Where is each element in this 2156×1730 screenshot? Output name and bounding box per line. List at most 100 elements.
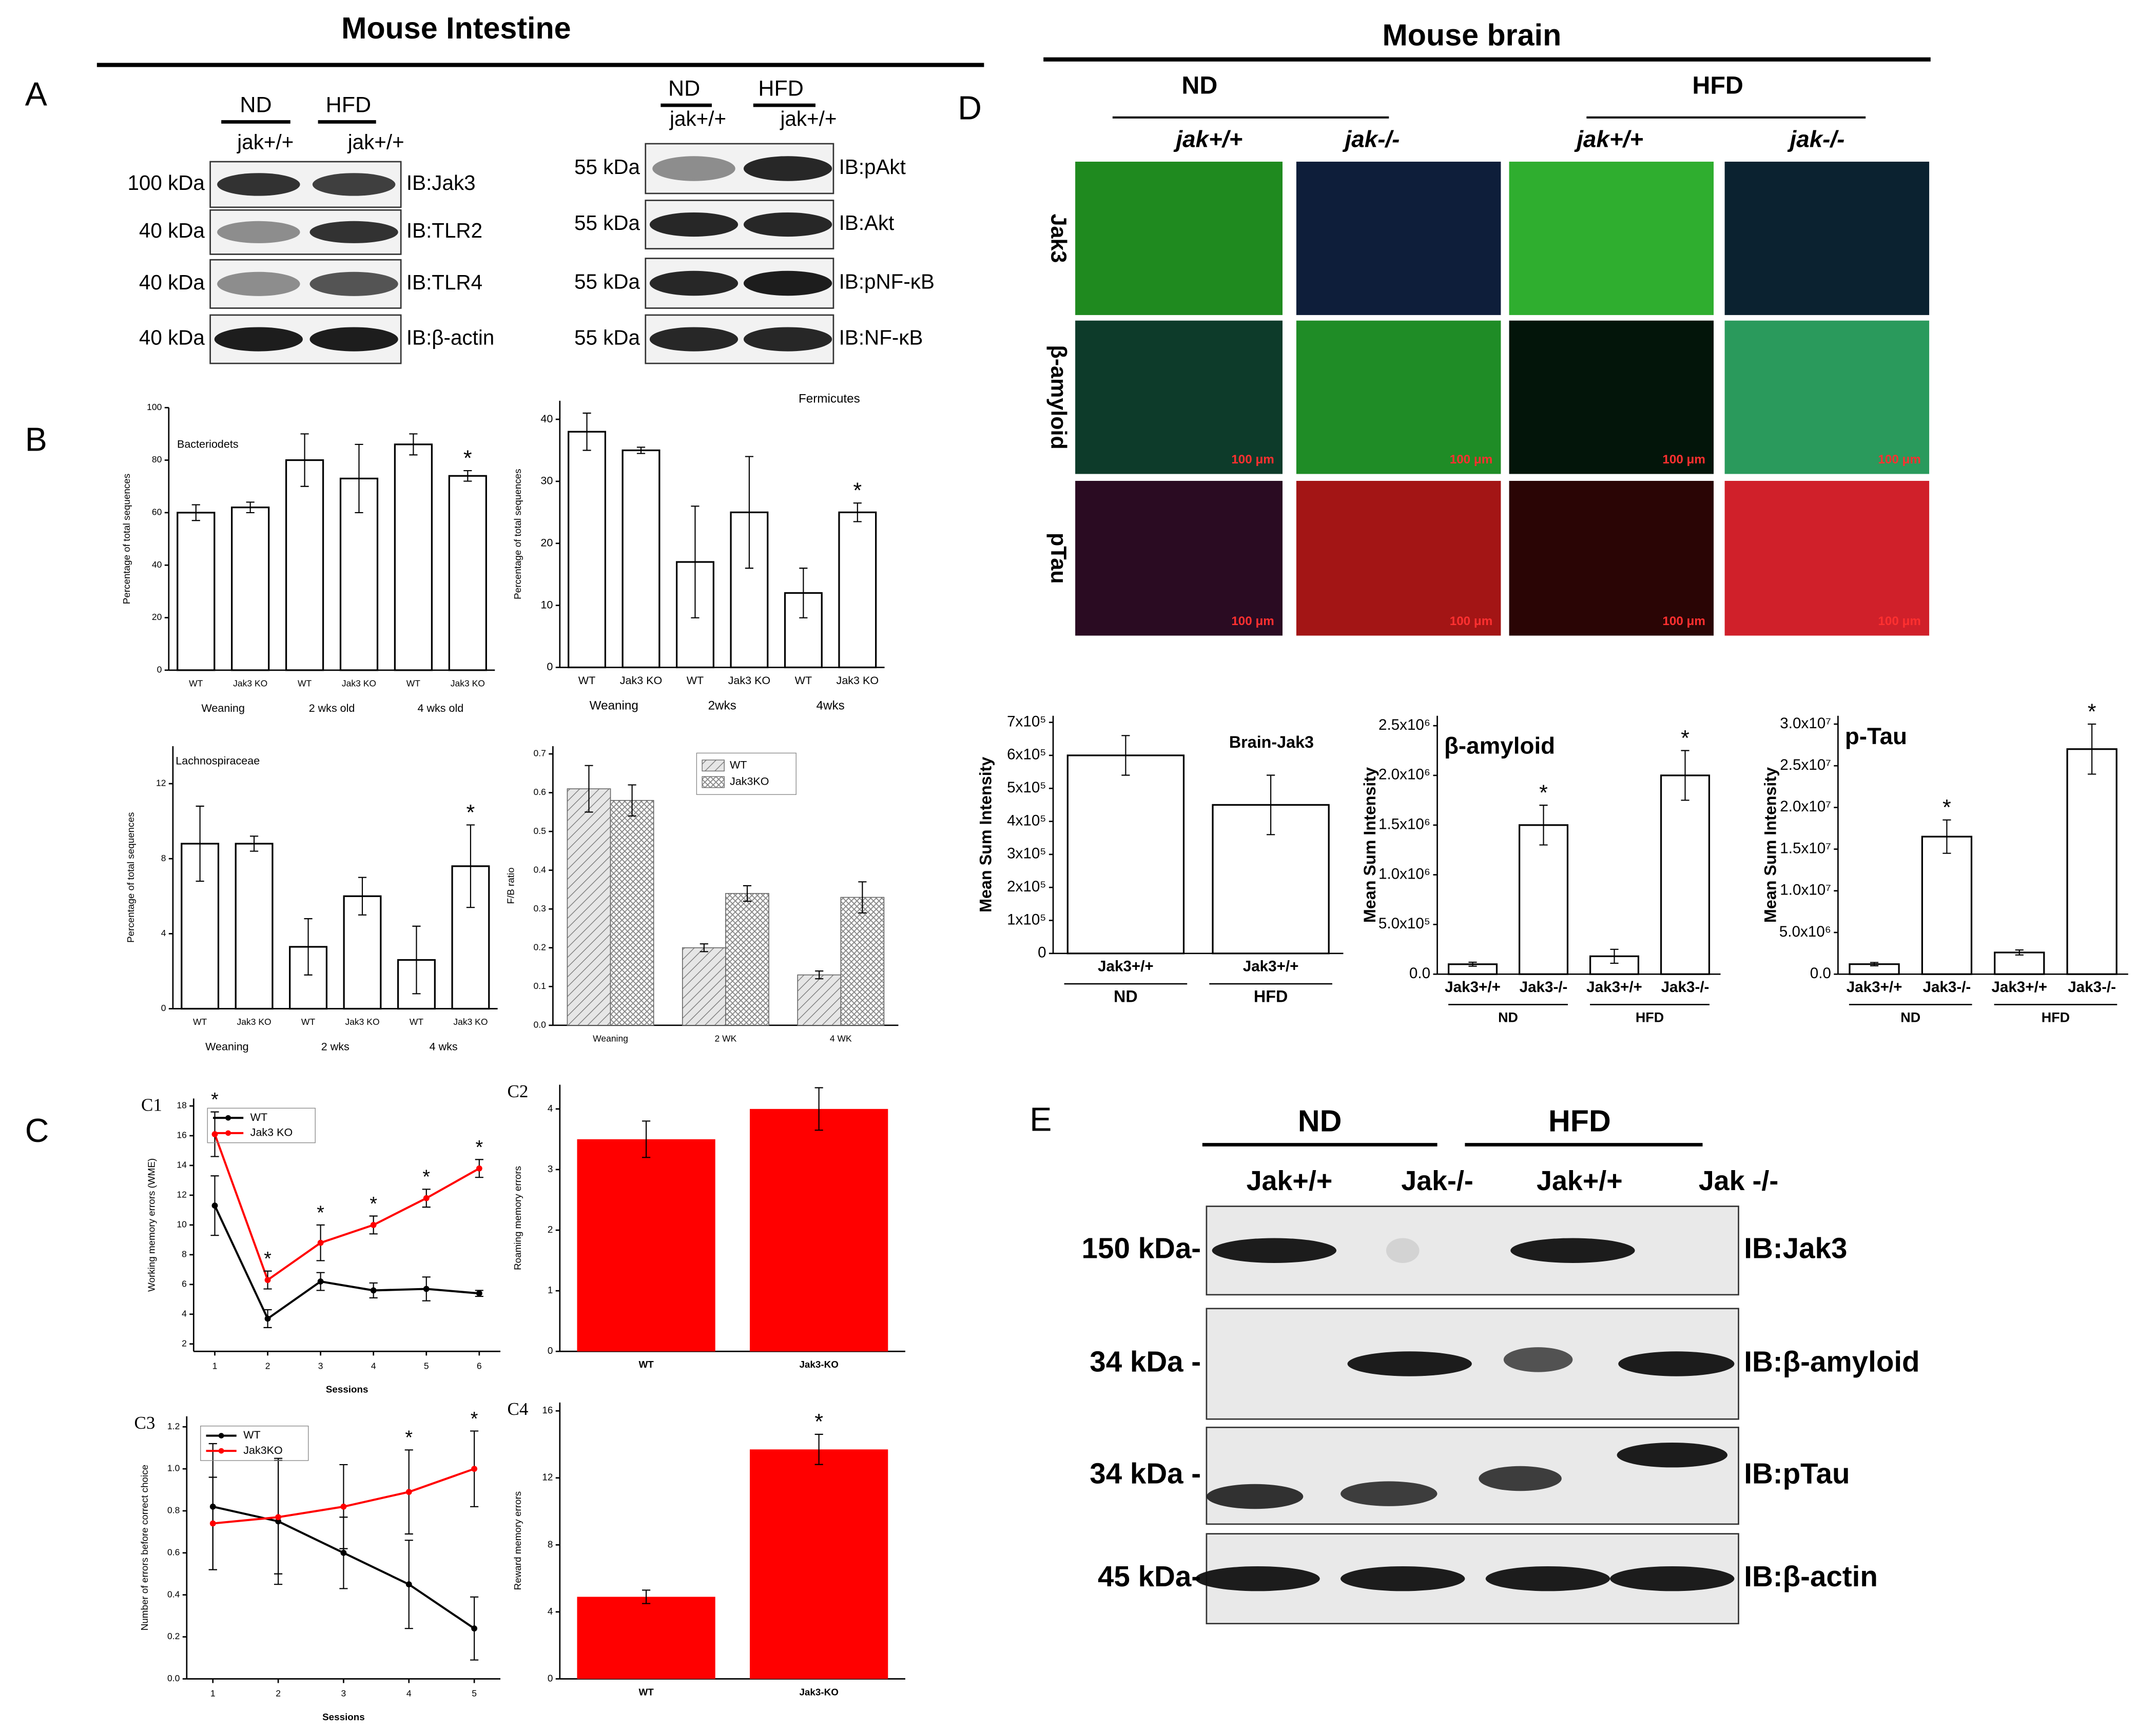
significance-star: * — [1681, 726, 1689, 750]
blot-band — [309, 221, 398, 243]
significance-star: * — [370, 1193, 377, 1214]
blot-band — [312, 173, 396, 196]
y-tick-label: 2 — [548, 1224, 553, 1235]
micrograph — [1296, 320, 1501, 474]
x-tick-label: Jak3-/- — [1661, 979, 1710, 996]
error-bar — [814, 1087, 823, 1131]
group-label: 4wks — [817, 698, 845, 712]
y-tick-label: 4x10⁵ — [1007, 812, 1046, 829]
legend-label: WT — [243, 1429, 260, 1441]
group-label: HFD — [1254, 987, 1288, 1006]
lane-label: jak+/+ — [669, 107, 726, 130]
y-axis-label: Mean Sum Intensity — [976, 757, 995, 912]
y-tick-label: 1.0 — [167, 1463, 180, 1473]
y-tick-label: 8 — [161, 853, 166, 863]
y-tick-label: 0.5 — [534, 826, 546, 836]
significance-star: * — [463, 446, 472, 471]
x-tick-label: 1 — [210, 1688, 216, 1699]
bar — [1994, 951, 2045, 975]
point — [370, 1221, 377, 1228]
scale-bar-label: 100 μm — [1662, 614, 1705, 628]
bar — [750, 1109, 888, 1352]
bar — [1066, 754, 1185, 955]
marker-label: 45 kDa- — [1098, 1560, 1201, 1592]
group-label: 2 wks old — [309, 702, 355, 714]
panel-letter: C — [25, 1112, 49, 1149]
scale-bar-label: 100 μm — [1878, 614, 1921, 628]
significance-star: * — [471, 1408, 478, 1429]
blot-band — [1341, 1481, 1438, 1506]
x-tick-label: 2 WK — [715, 1033, 737, 1043]
blot-band — [1386, 1238, 1420, 1263]
significance-star: * — [211, 1088, 219, 1110]
blot-band — [217, 271, 300, 296]
error-bar — [815, 970, 824, 980]
panel-label: C3 — [134, 1413, 156, 1433]
point — [471, 1466, 478, 1472]
legend-label: WT — [730, 759, 747, 771]
x-tick-label: WT — [638, 1686, 654, 1697]
y-tick-label: 18 — [177, 1100, 186, 1111]
micrograph — [1075, 320, 1283, 474]
lane-label: jak+/+ — [347, 130, 404, 154]
scale-bar-label: 100 μm — [1450, 453, 1493, 466]
bar — [2066, 748, 2118, 975]
error-bar — [1943, 819, 1951, 854]
point — [275, 1514, 282, 1521]
micrograph — [1075, 480, 1283, 636]
bar — [567, 788, 611, 1026]
x-tick-label: WT — [301, 1017, 316, 1027]
y-tick-label: 14 — [177, 1160, 187, 1170]
error-bar — [191, 504, 200, 521]
y-tick-label: 0.3 — [534, 903, 546, 913]
bar — [725, 893, 769, 1026]
bar — [621, 449, 661, 669]
panel-letter: B — [25, 421, 47, 458]
marker-label: 150 kDa- — [1082, 1232, 1201, 1265]
legend-swatch — [702, 776, 725, 788]
blot-band — [1479, 1466, 1562, 1491]
error-bar — [1267, 774, 1275, 835]
y-tick-label: 0 — [548, 1673, 553, 1683]
blot-band — [743, 156, 832, 181]
error-bar — [246, 501, 255, 513]
significance-star: * — [1943, 795, 1951, 820]
panel-letter: A — [25, 76, 47, 113]
lane-label: jak+/+ — [780, 107, 837, 130]
y-tick-label: 3.0x10⁷ — [1780, 715, 1831, 732]
error-bar — [466, 824, 475, 908]
y-axis-label: Percentage of total sequences — [125, 812, 136, 943]
bar — [1660, 774, 1711, 975]
micro-header: HFD — [1692, 71, 1743, 99]
point — [317, 1278, 324, 1285]
error-bar — [300, 433, 309, 487]
micrograph — [1724, 320, 1930, 474]
scale-bar-label: 100 μm — [1231, 614, 1274, 628]
group-label: 4 wks old — [418, 702, 464, 714]
error-bar — [1610, 948, 1619, 964]
x-tick-label: Jak3-/- — [2068, 979, 2116, 996]
x-tick-label: Jak3-/- — [1922, 979, 1971, 996]
micro-lane: jak+/+ — [1574, 126, 1643, 152]
bar — [750, 1449, 888, 1679]
error-bar — [700, 943, 708, 953]
y-tick-label: 0 — [1038, 944, 1046, 961]
group-label: Weaning — [201, 702, 245, 714]
bar — [610, 800, 654, 1026]
legend-frame — [207, 1107, 316, 1143]
bar — [797, 974, 842, 1026]
blot-header: HFD — [1548, 1104, 1611, 1138]
marker-label: 34 kDa - — [1090, 1457, 1201, 1490]
chart-title: β-amyloid — [1444, 733, 1555, 759]
marker-label: 100 kDa — [127, 171, 205, 195]
x-tick-label: Jak3+/+ — [1991, 979, 2047, 996]
x-axis-label: Sessions — [326, 1384, 368, 1395]
antibody-label: IB:pAkt — [839, 155, 906, 179]
scale-bar-label: 100 μm — [1662, 453, 1705, 466]
y-tick-label: 2.5x10⁷ — [1780, 756, 1831, 773]
point — [317, 1239, 324, 1246]
x-tick-label: Jak3 KO — [451, 678, 485, 688]
error-bar — [1539, 804, 1548, 846]
x-tick-label: Jak3 KO — [342, 678, 376, 688]
